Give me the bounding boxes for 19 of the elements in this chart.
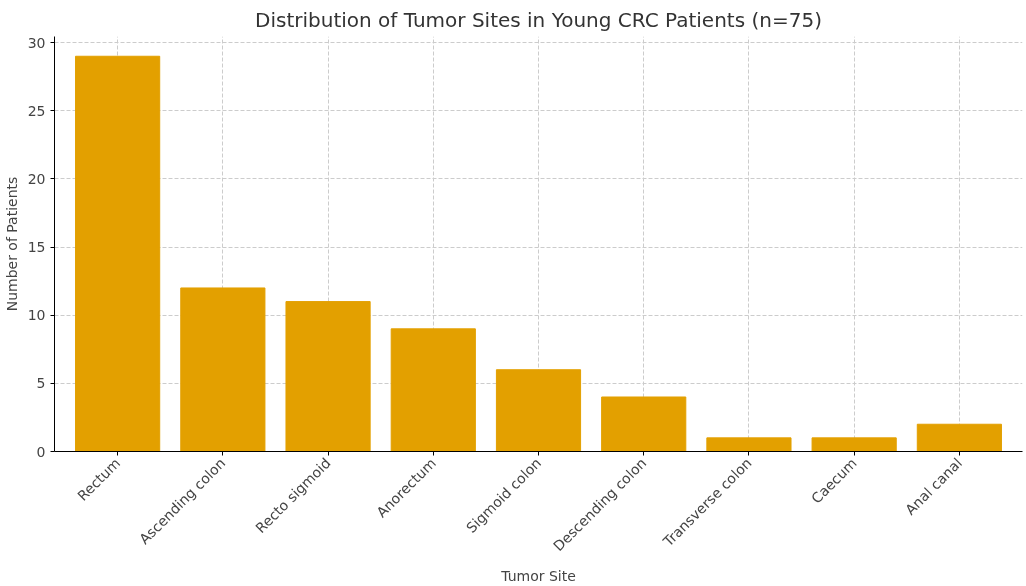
bar: [495, 369, 582, 452]
bar: [916, 423, 1002, 452]
y-tick-label: 10: [27, 307, 46, 324]
bar: [601, 396, 687, 452]
bar: [390, 328, 476, 452]
bar: [285, 301, 371, 452]
y-axis-title: Number of Patients: [3, 176, 20, 312]
bar: [706, 437, 792, 452]
bar: [180, 287, 266, 452]
y-tick-label: 0: [36, 443, 46, 460]
y-tick-label: 5: [36, 375, 46, 392]
x-axis-title: Tumor Site: [500, 567, 576, 584]
y-tick-label: 25: [27, 102, 46, 119]
bar: [75, 55, 161, 452]
bar: [811, 437, 897, 452]
y-tick-label: 30: [27, 34, 46, 51]
y-tick-label: 20: [27, 170, 46, 187]
chart-title: Distribution of Tumor Sites in Young CRC Patients (n=75): [255, 7, 822, 32]
y-tick-label: 15: [27, 239, 46, 256]
